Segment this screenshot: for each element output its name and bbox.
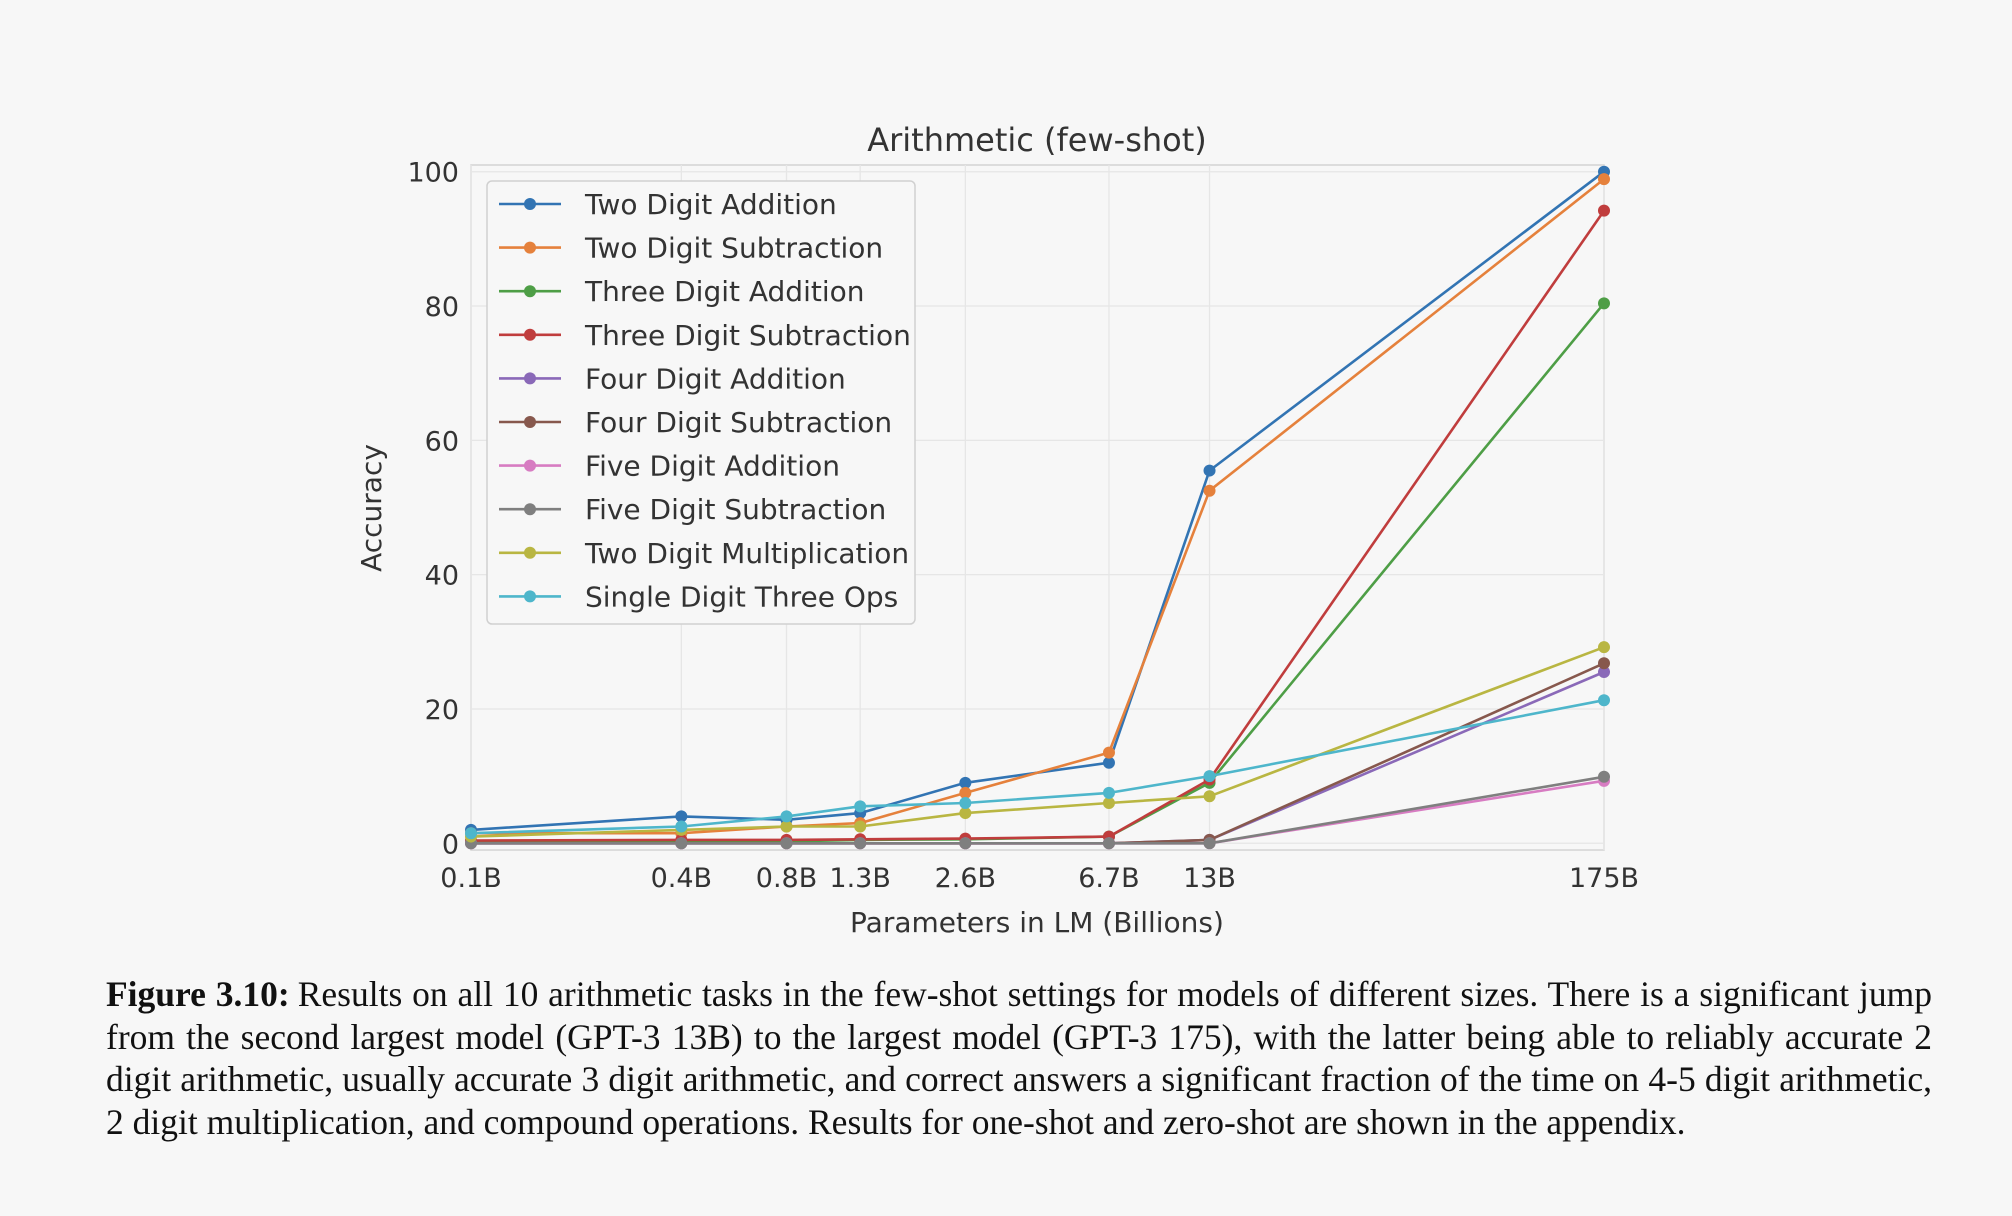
data-point-single-digit-three-ops (465, 827, 477, 840)
series-line-two-digit-multiplication (470, 645, 1605, 838)
figure-caption: Figure 3.10: Results on all 10 arithmetic… (106, 973, 1932, 1143)
legend-label-three-digit-addition: Three Digit Addition (584, 275, 865, 308)
data-point-five-digit-subtraction (1102, 837, 1115, 850)
legend-box (486, 180, 916, 625)
data-point-single-digit-three-ops (959, 796, 972, 809)
series-line-five-digit-subtraction (471, 775, 1605, 845)
data-point-single-digit-three-ops (854, 800, 867, 813)
legend-swatch-marker (524, 590, 536, 603)
arithmetic-chart: 0.1B 0.4B 0.8B 1.3B 2.6B 6.7B 13B 175B 0 20 40 60 80… (355, 121, 1639, 939)
legend-swatch-marker (524, 372, 536, 385)
data-point-four-digit-addition (1598, 666, 1610, 679)
data-point-single-digit-three-ops (1598, 694, 1610, 707)
data-point-single-digit-three-ops (780, 810, 793, 823)
legend-label-two-digit-subtraction: Two Digit Subtraction (584, 232, 883, 265)
y-tick-label: 100 (407, 158, 459, 189)
data-point-three-digit-subtraction (1598, 204, 1610, 217)
series-line-three-digit-subtraction (470, 209, 1606, 842)
data-point-five-digit-subtraction (1598, 770, 1610, 783)
y-tick-label: 20 (425, 695, 459, 726)
y-tick-label: 60 (425, 426, 459, 457)
legend-label-single-digit-three-ops: Single Digit Three Ops (585, 580, 898, 613)
data-point-three-digit-addition (1598, 297, 1610, 310)
series-line-two-digit-addition (470, 170, 1605, 832)
chart-title: Arithmetic (few-shot) (867, 121, 1207, 159)
x-axis-label: Parameters in LM (Billions) (850, 906, 1224, 939)
x-tick-label: 13B (1183, 863, 1236, 894)
data-point-single-digit-three-ops (1203, 770, 1216, 783)
data-point-two-digit-multiplication (854, 820, 867, 833)
legend-swatch-marker (524, 241, 536, 254)
caption-text: Results on all 10 arithmetic tasks in th… (106, 974, 1932, 1142)
series-lines (465, 165, 1610, 850)
series-line-two-digit-subtraction (471, 178, 1605, 835)
data-point-two-digit-multiplication (1203, 790, 1216, 803)
y-tick-label: 0 (442, 829, 459, 860)
data-point-two-digit-subtraction (1203, 484, 1216, 497)
x-tick-label: 6.7B (1078, 863, 1139, 894)
legend-label-two-digit-multiplication: Two Digit Multiplication (584, 537, 909, 570)
legend-swatch-marker (524, 459, 536, 472)
data-point-single-digit-three-ops (675, 820, 688, 833)
x-tick-label: 1.3B (829, 863, 890, 894)
series-line-single-digit-three-ops (470, 698, 1605, 835)
data-point-two-digit-subtraction (1102, 746, 1115, 759)
data-point-single-digit-three-ops (1102, 786, 1115, 799)
data-point-four-digit-subtraction (1598, 657, 1610, 670)
data-point-two-digit-addition (1203, 464, 1216, 477)
data-point-two-digit-multiplication (780, 820, 793, 833)
y-tick-label: 40 (425, 561, 459, 592)
data-point-two-digit-multiplication (959, 807, 972, 820)
data-point-five-digit-subtraction (959, 837, 972, 850)
legend: Two Digit Addition Two Digit Subtraction T… (486, 180, 916, 625)
data-point-two-digit-addition (959, 776, 972, 789)
tick-labels: 0.1B 0.4B 0.8B 1.3B 2.6B 6.7B 13B 175B 0 20 40 60 80… (407, 158, 1639, 894)
legend-label-four-digit-subtraction: Four Digit Subtraction (585, 406, 892, 439)
data-point-two-digit-subtraction (959, 786, 972, 799)
x-tick-label: 175B (1569, 863, 1639, 894)
data-point-two-digit-addition (1102, 756, 1115, 769)
x-tick-label: 0.8B (756, 863, 817, 894)
legend-swatch-marker (524, 198, 536, 210)
data-point-five-digit-subtraction (854, 837, 867, 850)
data-point-two-digit-multiplication (1102, 796, 1115, 809)
x-tick-label: 0.1B (440, 863, 501, 894)
y-tick-label: 80 (425, 292, 459, 323)
data-point-two-digit-subtraction (1598, 173, 1610, 186)
legend-label-five-digit-subtraction: Five Digit Subtraction (585, 493, 886, 526)
data-point-five-digit-subtraction (1203, 837, 1216, 850)
legend-swatch-marker (524, 416, 536, 428)
data-point-five-digit-subtraction (675, 837, 688, 850)
data-point-two-digit-addition (675, 810, 688, 823)
legend-label-three-digit-subtraction: Three Digit Subtraction (584, 319, 911, 352)
legend-label-two-digit-addition: Two Digit Addition (584, 188, 837, 221)
data-point-two-digit-multiplication (1598, 641, 1610, 654)
legend-label-five-digit-addition: Five Digit Addition (585, 450, 840, 483)
legend-swatch-marker (524, 285, 536, 298)
legend-swatch-marker (524, 328, 536, 341)
legend-label-four-digit-addition: Four Digit Addition (585, 362, 846, 395)
y-axis-label: Accuracy (355, 444, 388, 572)
legend-swatch-marker (524, 503, 536, 516)
x-tick-label: 0.4B (651, 863, 712, 894)
data-point-five-digit-subtraction (780, 837, 793, 850)
figure-label: Figure 3.10: (106, 974, 290, 1014)
x-tick-label: 2.6B (935, 863, 996, 894)
legend-swatch-marker (524, 546, 536, 559)
